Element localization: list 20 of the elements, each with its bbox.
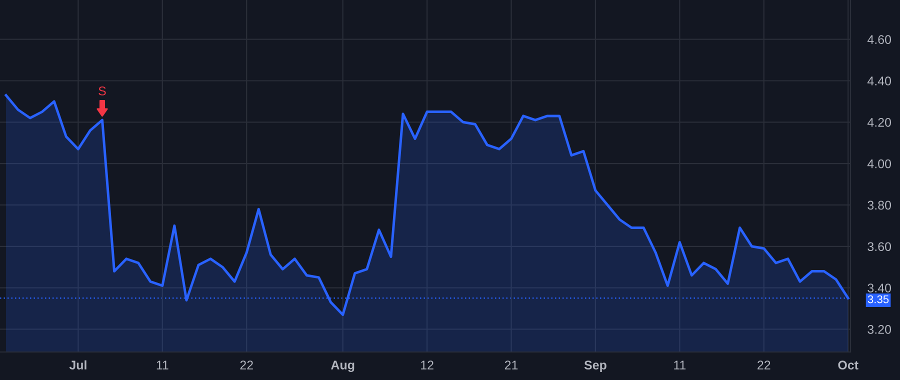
- x-tick-label: Sep: [584, 360, 606, 372]
- x-tick-label: 21: [504, 360, 518, 370]
- x-tick-label: 22: [240, 360, 253, 370]
- y-tick-label: 3.40: [868, 284, 892, 292]
- y-tick-label: 3.80: [868, 200, 892, 210]
- annotation: S: [98, 86, 106, 96]
- x-tick-label: 22: [758, 360, 770, 370]
- y-tick-label: 4.60: [867, 35, 892, 44]
- x-tick-label: Jul: [69, 360, 86, 370]
- x-tick-label: 11: [156, 360, 168, 370]
- y-tick-label: 4.40: [867, 76, 892, 86]
- ref-line-label: 3.35: [868, 295, 889, 304]
- y-tick-label: 4.20: [867, 118, 892, 127]
- x-tick-label: Oct: [838, 360, 858, 370]
- x-tick-label: Aug: [331, 360, 354, 372]
- x-tick-label: 11: [674, 360, 686, 370]
- y-tick-label: 3.20: [868, 325, 892, 334]
- y-tick-label: 3.60: [868, 242, 892, 252]
- x-tick-label: 12: [421, 360, 434, 370]
- y-tick-label: 4.00: [867, 159, 892, 168]
